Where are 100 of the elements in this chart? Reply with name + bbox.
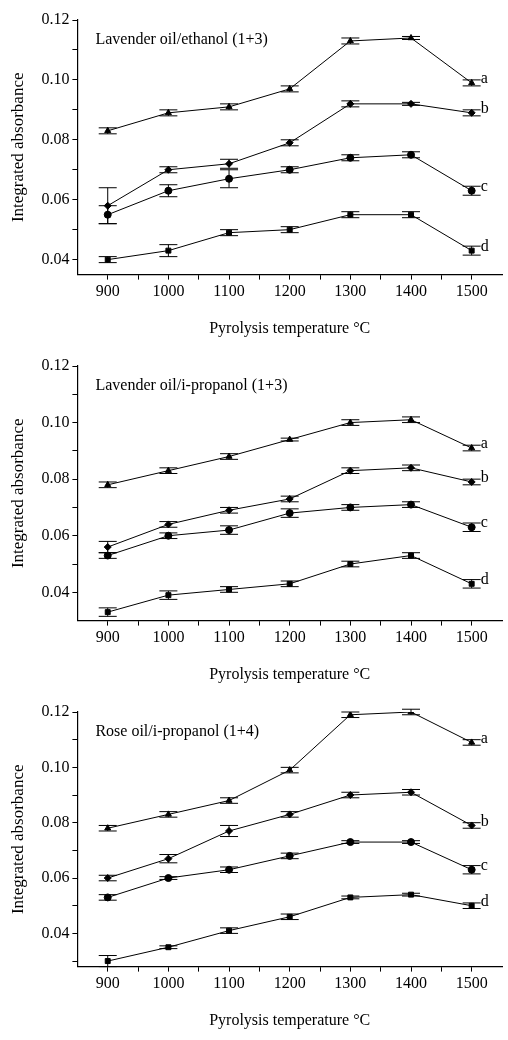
- point: [164, 854, 173, 863]
- y-axis-title: Integrated absorbance: [7, 72, 27, 223]
- point: [408, 211, 414, 218]
- x-tick-label: 1200: [273, 974, 306, 992]
- series-label: c: [480, 855, 488, 873]
- point: [225, 526, 234, 535]
- point: [164, 531, 173, 540]
- x-tick-label: 1500: [455, 974, 488, 992]
- point: [285, 138, 294, 147]
- point: [346, 791, 355, 800]
- x-tick-label: 1400: [395, 282, 428, 300]
- series-label: c: [480, 513, 488, 531]
- x-tick-label: 1000: [152, 282, 185, 300]
- point: [226, 229, 233, 236]
- y-tick-label: 0.08: [41, 130, 70, 148]
- point: [407, 150, 416, 159]
- point: [407, 838, 416, 847]
- x-tick-label: 1500: [455, 282, 488, 300]
- y-tick-label: 0.08: [41, 812, 70, 830]
- x-tick-label: 1100: [213, 282, 245, 300]
- point: [104, 609, 111, 616]
- point: [285, 509, 294, 518]
- y-tick-label: 0.12: [41, 702, 70, 720]
- point: [467, 821, 476, 830]
- x-tick-label: 1200: [273, 282, 306, 300]
- point: [225, 865, 234, 874]
- point: [225, 159, 234, 168]
- series-label: c: [480, 176, 488, 194]
- point: [408, 891, 414, 898]
- series-label: a: [480, 728, 488, 746]
- point: [225, 452, 233, 459]
- y-axis-title: Integrated absorbance: [7, 764, 27, 915]
- y-tick-label: 0.12: [41, 356, 70, 374]
- point: [286, 84, 294, 92]
- y-tick-label: 0.06: [41, 525, 70, 543]
- point: [103, 201, 112, 210]
- point: [104, 824, 112, 831]
- point: [468, 738, 476, 745]
- point: [346, 466, 355, 475]
- y-tick-label: 0.04: [41, 923, 70, 941]
- point: [407, 415, 415, 422]
- point: [346, 153, 355, 162]
- y-tick-label: 0.06: [41, 189, 70, 207]
- point: [164, 520, 173, 529]
- point: [408, 552, 414, 559]
- point: [467, 523, 476, 532]
- series-label: d: [480, 891, 489, 909]
- x-tick-label: 1300: [334, 974, 367, 992]
- point: [347, 894, 354, 901]
- point: [286, 435, 294, 442]
- y-tick-label: 0.10: [41, 412, 70, 430]
- x-tick-label: 900: [95, 282, 120, 300]
- x-tick-label: 1200: [273, 628, 306, 646]
- point: [164, 466, 172, 473]
- series-label: d: [480, 236, 489, 254]
- point: [225, 796, 233, 803]
- point: [103, 551, 112, 560]
- x-tick-label: 900: [95, 974, 120, 992]
- point: [347, 561, 354, 567]
- point: [407, 500, 416, 509]
- x-tick-label: 1300: [334, 282, 367, 300]
- point: [468, 247, 475, 254]
- y-tick-label: 0.12: [41, 10, 70, 28]
- y-tick-label: 0.08: [41, 469, 70, 487]
- series-label: a: [480, 69, 488, 87]
- x-tick-label: 1000: [152, 974, 185, 992]
- point: [285, 851, 294, 860]
- point: [468, 580, 475, 587]
- series-label: b: [480, 811, 489, 829]
- point: [164, 874, 173, 883]
- x-tick-label: 1000: [152, 628, 185, 646]
- x-tick-label: 1400: [395, 628, 428, 646]
- point: [226, 927, 233, 934]
- point: [285, 494, 294, 503]
- x-axis-title: Pyrolysis temperature °C: [209, 318, 371, 337]
- point: [347, 211, 354, 218]
- point: [468, 902, 475, 909]
- point: [104, 480, 112, 488]
- point: [468, 78, 476, 86]
- x-tick-label: 1100: [213, 628, 245, 646]
- point: [467, 186, 476, 195]
- series-label: b: [480, 99, 489, 117]
- point: [407, 99, 416, 108]
- x-tick-label: 1400: [395, 974, 428, 992]
- point: [346, 99, 355, 108]
- point: [346, 838, 355, 847]
- point: [467, 865, 476, 874]
- point: [346, 503, 355, 512]
- point: [164, 108, 172, 116]
- x-tick-label: 1100: [213, 974, 245, 992]
- point: [407, 33, 415, 41]
- series-label: d: [480, 570, 489, 588]
- point: [104, 126, 112, 134]
- point: [285, 810, 294, 819]
- point: [286, 580, 293, 587]
- point: [467, 108, 476, 117]
- point: [165, 944, 172, 951]
- point: [104, 256, 111, 263]
- point: [467, 477, 476, 486]
- point: [346, 418, 354, 425]
